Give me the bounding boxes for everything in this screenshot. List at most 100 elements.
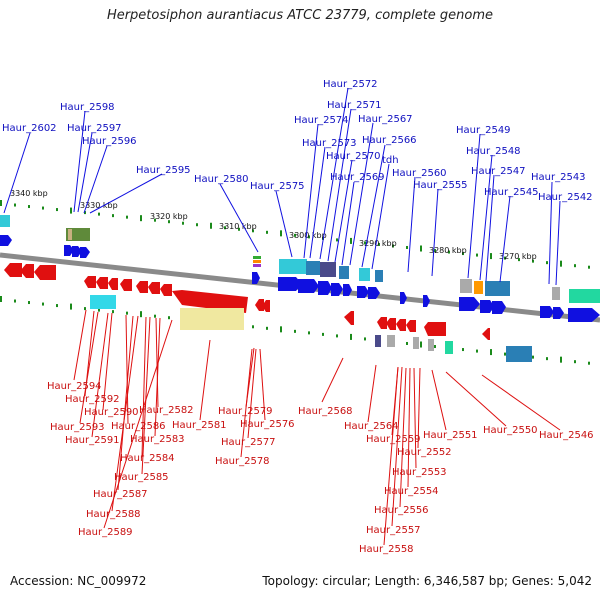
gene-label[interactable]: Haur_2571 <box>327 100 382 111</box>
gene-label[interactable]: Haur_2560 <box>392 168 447 179</box>
gene-label[interactable]: Haur_2593 <box>50 422 105 433</box>
scale-label: 3290 kbp <box>359 239 397 248</box>
gene-label[interactable]: Haur_2568 <box>298 406 353 417</box>
gene-label[interactable]: Haur_2595 <box>136 165 191 176</box>
scale-tick <box>434 249 436 253</box>
gene-label[interactable]: Haur_2548 <box>466 146 521 157</box>
gene-label[interactable]: Haur_2558 <box>359 544 414 555</box>
gene-label[interactable]: Haur_2579 <box>218 406 273 417</box>
gene-label[interactable]: Haur_2564 <box>344 421 399 432</box>
gene-label[interactable]: Haur_2587 <box>93 489 148 500</box>
scale-tick <box>14 203 16 207</box>
scale-tick <box>126 215 128 219</box>
scale-tick <box>532 355 534 359</box>
scale-label: 3300 kbp <box>289 231 327 240</box>
gene-label[interactable]: Haur_2577 <box>221 437 276 448</box>
gene-label[interactable]: Haur_2597 <box>67 123 122 134</box>
gene-label[interactable]: Haur_2567 <box>358 114 413 125</box>
gene-label[interactable]: Haur_2566 <box>362 135 417 146</box>
gene-label[interactable]: Haur_2551 <box>423 430 478 441</box>
scale-tick <box>140 215 142 222</box>
gene-label[interactable]: Haur_2575 <box>250 181 305 192</box>
scale-label: 3270 kbp <box>499 252 537 261</box>
scale-tick <box>574 360 576 364</box>
scale-tick <box>546 261 548 265</box>
gene-label[interactable]: Haur_2556 <box>374 505 429 516</box>
scale-tick <box>168 316 170 320</box>
gene-label[interactable]: Haur_2598 <box>60 102 115 113</box>
scale-tick <box>98 308 100 312</box>
scale-tick <box>0 296 2 302</box>
gene-label[interactable]: Haur_2543 <box>531 172 586 183</box>
gene-label[interactable]: tdh <box>382 155 399 166</box>
scale-tick <box>210 222 212 229</box>
gene-label[interactable]: Haur_2576 <box>240 419 295 430</box>
scale-tick <box>70 207 72 214</box>
gene-label[interactable]: Haur_2581 <box>172 420 227 431</box>
scale-tick <box>266 230 268 234</box>
gene-label[interactable]: Haur_2570 <box>326 151 381 162</box>
scale-tick <box>126 311 128 315</box>
scale-label: 3320 kbp <box>150 212 188 221</box>
scale-tick <box>560 356 562 363</box>
gene-label[interactable]: Haur_2550 <box>483 425 538 436</box>
gene-label[interactable]: Haur_2586 <box>111 421 166 432</box>
gene-label[interactable]: Haur_2573 <box>302 138 357 149</box>
scale-label: 3340 kbp <box>10 189 48 198</box>
gene-label[interactable]: Haur_2590 <box>84 407 139 418</box>
scale-tick <box>56 208 58 212</box>
gene-label[interactable]: Haur_2557 <box>366 525 421 536</box>
gene-label[interactable]: Haur_2589 <box>78 527 133 538</box>
scale-tick <box>112 214 114 218</box>
scale-tick <box>14 299 16 303</box>
scale-tick <box>434 345 436 349</box>
gene-label[interactable]: Haur_2585 <box>114 472 169 483</box>
gene-label[interactable]: Haur_2545 <box>484 187 539 198</box>
scale-tick <box>574 264 576 268</box>
gene-label[interactable]: Haur_2578 <box>215 456 270 467</box>
gene-label[interactable]: Haur_2583 <box>130 434 185 445</box>
scale-tick <box>588 361 590 365</box>
gene-label[interactable]: Haur_2546 <box>539 430 594 441</box>
scale-tick <box>70 303 72 310</box>
scale-label: 3310 kbp <box>219 222 257 231</box>
gene-label[interactable]: Haur_2554 <box>384 486 439 497</box>
scale-tick <box>476 349 478 353</box>
gene-label[interactable]: Haur_2580 <box>194 174 249 185</box>
gene-label[interactable]: Haur_2549 <box>456 125 511 136</box>
gene-label[interactable]: Haur_2572 <box>323 79 378 90</box>
scale-tick <box>294 233 296 237</box>
gene-label[interactable]: Haur_2584 <box>120 453 175 464</box>
scale-tick <box>392 244 394 248</box>
scale-tick <box>476 253 478 257</box>
gene-label[interactable]: Haur_2552 <box>397 447 452 458</box>
gene-label[interactable]: Haur_2591 <box>65 435 120 446</box>
gene-label[interactable]: Haur_2569 <box>330 172 385 183</box>
gene-label[interactable]: Haur_2553 <box>392 467 447 478</box>
gene-label[interactable]: Haur_2592 <box>65 394 120 405</box>
scale-tick <box>154 218 156 222</box>
gene-label[interactable]: Haur_2594 <box>47 381 102 392</box>
scale-tick <box>406 341 408 345</box>
scale-tick <box>168 220 170 224</box>
gene-label[interactable]: Haur_2602 <box>2 123 57 134</box>
scale-tick <box>336 334 338 338</box>
gene-label[interactable]: Haur_2555 <box>413 180 468 191</box>
scale-tick <box>84 307 86 311</box>
gene-label[interactable]: Haur_2547 <box>471 166 526 177</box>
accession-text: Accession: NC_009972 <box>10 574 147 588</box>
genome-summary-text: Topology: circular; Length: 6,346,587 bp… <box>262 574 592 588</box>
scale-tick <box>154 314 156 318</box>
gene-label[interactable]: Haur_2596 <box>82 136 137 147</box>
gene-label[interactable]: Haur_2542 <box>538 192 593 203</box>
map-title: Herpetosiphon aurantiacus ATCC 23779, co… <box>106 8 494 23</box>
gene-label[interactable]: Haur_2582 <box>139 405 194 416</box>
gene-label[interactable]: Haur_2588 <box>86 509 141 520</box>
scale-tick <box>518 258 520 262</box>
label-leaders-bottom <box>73 309 561 546</box>
gene-label[interactable]: Haur_2559 <box>366 434 421 445</box>
scale-tick <box>560 260 562 267</box>
gene-label[interactable]: Haur_2574 <box>294 115 349 126</box>
scale-tick <box>504 256 506 260</box>
